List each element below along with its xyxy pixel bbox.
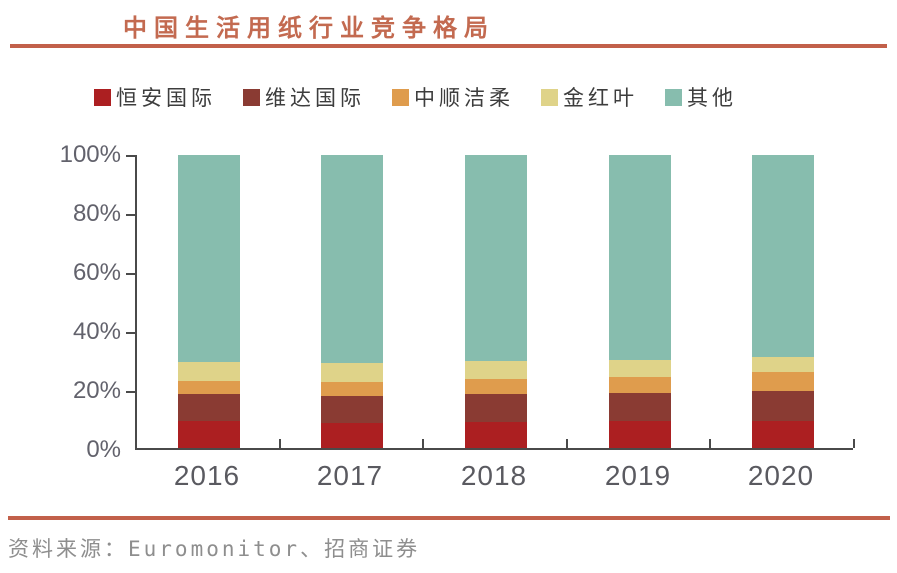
title-underline bbox=[10, 44, 887, 48]
y-tick-label-40: 40% bbox=[72, 318, 121, 345]
y-axis-tick bbox=[126, 214, 135, 216]
bar-2018-segment-0 bbox=[465, 421, 527, 448]
x-axis-tick bbox=[709, 439, 711, 448]
bar-2018-segment-1 bbox=[465, 393, 527, 422]
footer-rule bbox=[8, 516, 890, 520]
legend-swatch-icon bbox=[392, 88, 409, 106]
x-axis-tick bbox=[853, 439, 855, 448]
bar-2016-segment-2 bbox=[178, 380, 240, 394]
legend-item-3: 金红叶 bbox=[541, 82, 638, 112]
y-axis-tick bbox=[126, 273, 135, 275]
legend-item-2: 中顺洁柔 bbox=[392, 82, 514, 112]
bar-2016-segment-0 bbox=[178, 421, 240, 448]
x-category-label-2020: 2020 bbox=[747, 460, 815, 491]
bar-2016 bbox=[178, 155, 240, 448]
bar-2019-segment-1 bbox=[609, 392, 671, 422]
bar-2017-segment-4 bbox=[321, 155, 383, 364]
legend-label: 恒安国际 bbox=[116, 87, 216, 110]
legend-label: 维达国际 bbox=[265, 87, 365, 110]
x-axis-tick bbox=[422, 439, 424, 448]
x-category-label-2017: 2017 bbox=[316, 460, 384, 491]
bar-2019-segment-0 bbox=[609, 421, 671, 448]
legend-label: 其他 bbox=[687, 87, 737, 110]
y-axis-tick bbox=[126, 391, 135, 393]
legend-swatch-icon bbox=[665, 88, 682, 106]
bar-2016-segment-1 bbox=[178, 393, 240, 422]
chart-legend: 恒安国际 维达国际 中顺洁柔 金红叶 其他 bbox=[94, 82, 737, 112]
bar-2018-segment-4 bbox=[465, 155, 527, 362]
y-axis-tick bbox=[126, 155, 135, 157]
x-category-label-2018: 2018 bbox=[460, 460, 528, 491]
bar-2019-segment-2 bbox=[609, 376, 671, 393]
legend-item-4: 其他 bbox=[665, 82, 737, 112]
bar-2018-segment-2 bbox=[465, 379, 527, 394]
legend-label: 中顺洁柔 bbox=[414, 87, 514, 110]
bar-2017-segment-2 bbox=[321, 382, 383, 396]
bar-2016-segment-4 bbox=[178, 155, 240, 362]
bar-2017-segment-1 bbox=[321, 395, 383, 424]
x-category-label-2019: 2019 bbox=[604, 460, 672, 491]
chart-title: 中国生活用纸行业竞争格局 bbox=[123, 15, 495, 42]
x-category-label-2016: 2016 bbox=[173, 460, 241, 491]
y-tick-label-100: 100% bbox=[59, 141, 121, 168]
legend-swatch-icon bbox=[541, 88, 558, 106]
y-tick-label-20: 20% bbox=[72, 377, 121, 404]
y-tick-label-60: 60% bbox=[72, 259, 121, 286]
x-axis-tick bbox=[566, 439, 568, 448]
bar-2018-segment-3 bbox=[465, 361, 527, 380]
legend-label: 金红叶 bbox=[563, 87, 638, 110]
legend-swatch-icon bbox=[243, 88, 260, 106]
bar-2017-segment-0 bbox=[321, 423, 383, 448]
bar-2020-segment-1 bbox=[752, 390, 814, 422]
x-axis-tick bbox=[279, 439, 281, 448]
bar-2020-segment-2 bbox=[752, 371, 814, 391]
y-tick-label-0: 0% bbox=[86, 436, 121, 463]
bar-2020-segment-0 bbox=[752, 421, 814, 448]
bar-2019-segment-4 bbox=[609, 155, 671, 360]
bar-2017-segment-3 bbox=[321, 363, 383, 383]
bar-2018 bbox=[465, 155, 527, 448]
bar-2019-segment-3 bbox=[609, 359, 671, 377]
bar-2017 bbox=[321, 155, 383, 448]
source-note: 资料来源：Euromonitor、招商证券 bbox=[8, 537, 421, 561]
legend-item-0: 恒安国际 bbox=[94, 82, 216, 112]
bar-2020 bbox=[752, 155, 814, 448]
plot-area bbox=[126, 155, 855, 450]
y-axis-tick bbox=[126, 332, 135, 334]
bar-2020-segment-3 bbox=[752, 356, 814, 372]
bar-2016-segment-3 bbox=[178, 361, 240, 381]
legend-swatch-icon bbox=[94, 88, 111, 106]
legend-item-1: 维达国际 bbox=[243, 82, 365, 112]
bar-2020-segment-4 bbox=[752, 155, 814, 357]
bar-2019 bbox=[609, 155, 671, 448]
y-tick-label-80: 80% bbox=[72, 200, 121, 227]
